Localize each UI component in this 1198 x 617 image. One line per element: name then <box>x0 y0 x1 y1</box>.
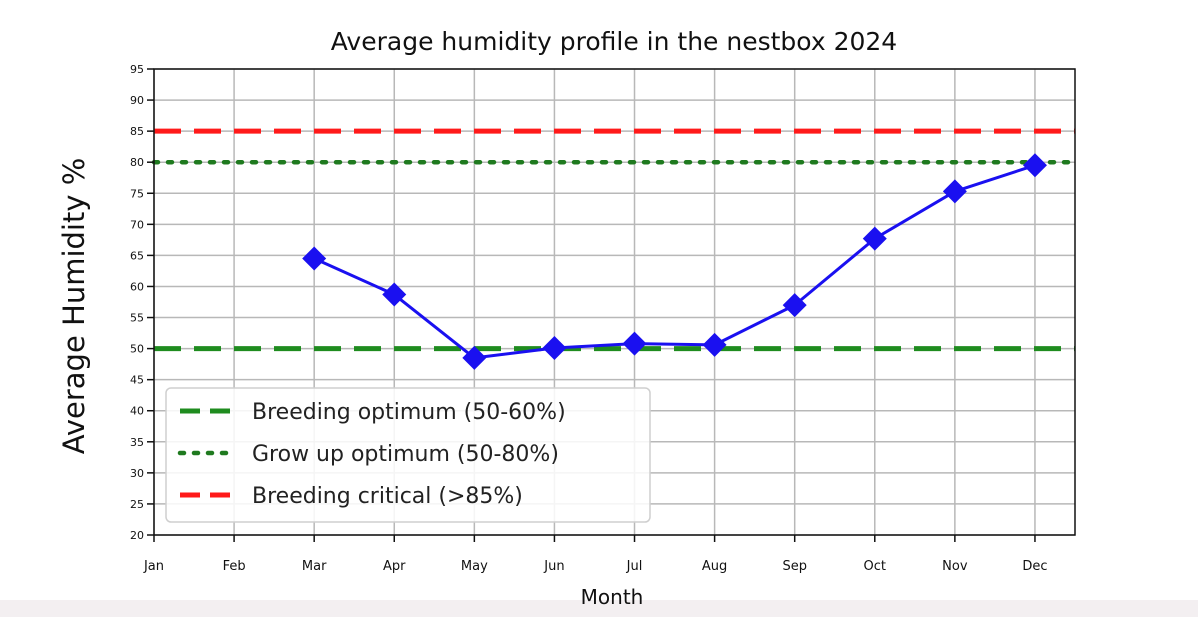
x-tick-label: Oct <box>864 559 886 574</box>
y-tick-label: 25 <box>130 498 144 511</box>
y-tick-label: 65 <box>130 249 144 262</box>
x-tick-label: Mar <box>302 559 327 574</box>
y-tick-label: 45 <box>130 374 144 387</box>
x-tick-label: Apr <box>383 559 406 574</box>
y-tick-label: 95 <box>130 63 144 76</box>
series-layer <box>302 153 1047 370</box>
y-tick-label: 80 <box>130 156 144 169</box>
x-tick-label: Feb <box>223 559 246 574</box>
data-point <box>782 293 807 318</box>
y-tick-label: 60 <box>130 280 144 293</box>
data-point <box>942 179 967 204</box>
plot-area-border <box>153 68 1076 536</box>
legend-label: Grow up optimum (50-80%) <box>252 442 559 467</box>
x-tick-label: Nov <box>942 559 968 574</box>
x-axis-label: Month <box>581 585 644 609</box>
y-tick-label: 70 <box>130 218 144 231</box>
page-bottom-strip <box>0 600 1198 612</box>
y-axis-label: Average Humidity % <box>57 158 91 455</box>
x-tick-label: Jan <box>143 559 164 574</box>
series-line <box>313 163 1036 360</box>
y-tick-label: 50 <box>130 343 144 356</box>
y-tick-label: 40 <box>130 405 144 418</box>
x-tick-labels: Jan Feb Mar Apr May Jun Jul Aug Sep Oct Nov Dec <box>143 535 1048 574</box>
x-tick-label: Aug <box>702 559 727 574</box>
reference-lines <box>151 128 1078 352</box>
data-point <box>1022 153 1047 178</box>
legend-label: Breeding critical (>85%) <box>252 484 523 509</box>
data-point <box>862 226 887 251</box>
y-tick-label: 20 <box>130 529 144 542</box>
data-point <box>702 332 727 357</box>
y-tick-labels: 20 25 30 35 40 45 50 55 60 65 70 75 80 85 90 95 <box>130 63 154 542</box>
data-point <box>622 331 647 356</box>
x-tick-label: Sep <box>782 559 807 574</box>
legend-label: Breeding optimum (50-60%) <box>252 400 566 425</box>
data-point <box>302 246 327 271</box>
data-point <box>462 345 487 370</box>
legend-box <box>165 387 651 523</box>
data-point <box>542 335 567 360</box>
y-tick-label: 55 <box>130 312 144 325</box>
chart-title: Average humidity profile in the nestbox … <box>331 27 897 56</box>
x-tick-label: Dec <box>1022 559 1047 574</box>
y-tick-label: 90 <box>130 94 144 107</box>
y-tick-label: 30 <box>130 467 144 480</box>
y-tick-label: 35 <box>130 436 144 449</box>
x-tick-label: May <box>461 559 488 574</box>
x-tick-label: Jun <box>543 559 564 574</box>
x-tick-label: Jul <box>626 559 643 574</box>
legend: Breeding optimum (50-60%) Grow up optimum… <box>165 387 651 523</box>
y-tick-label: 75 <box>130 187 144 200</box>
y-tick-label: 85 <box>130 125 144 138</box>
data-point <box>382 282 407 307</box>
